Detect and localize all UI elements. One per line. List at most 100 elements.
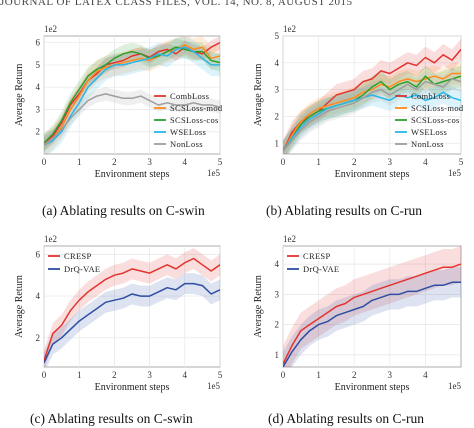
x-tick-label: 1: [77, 370, 82, 380]
series-line-nonloss: [44, 93, 220, 146]
y-tick-label: 6: [36, 249, 41, 259]
y-axis-label: Average Return: [253, 275, 264, 338]
x-tick-label: 0: [42, 157, 47, 167]
legend-label: CombLoss: [411, 91, 450, 101]
series-band-combloss: [283, 38, 461, 154]
y-tick-label: 4: [275, 259, 280, 269]
y-tick-label: 6: [36, 38, 41, 48]
y-tick-label: 4: [36, 291, 41, 301]
legend-label: SCSLoss-mod: [170, 103, 223, 113]
series-group: [44, 248, 220, 367]
x-tick-label: 4: [183, 157, 188, 167]
series-band-drq-vae: [44, 273, 220, 367]
y-axis-label: Average Return: [253, 64, 264, 127]
x-axis-label: Environment steps: [335, 382, 410, 393]
y-multiplier: 1e2: [283, 234, 296, 244]
legend-label: SCSLoss-cos: [411, 115, 460, 125]
series-line-drq-vae: [283, 281, 461, 367]
legend-label: WSELoss: [411, 127, 447, 137]
x-tick-label: 2: [352, 157, 357, 167]
legend: CombLoss SCSLoss-mod SCSLoss-cos WSELoss Non…: [154, 91, 223, 149]
x-tick-label: 3: [388, 370, 393, 380]
y-multiplier: 1e2: [44, 24, 57, 34]
series-group: [283, 38, 461, 154]
x-tick-label: 0: [281, 157, 286, 167]
x-tick-label: 1: [316, 370, 321, 380]
x-axis-label: Environment steps: [95, 382, 170, 393]
x-tick-label: 3: [388, 157, 393, 167]
x-tick-label: 2: [352, 370, 357, 380]
series-line-nonloss: [283, 78, 461, 152]
plot-area: [282, 245, 462, 368]
x-multiplier: 1e5: [448, 381, 461, 391]
x-tick-label: 3: [147, 370, 152, 380]
legend-label: NonLoss: [170, 139, 203, 149]
series-band-wseloss: [283, 81, 461, 154]
x-tick-label: 4: [423, 370, 428, 380]
series-band-nonloss: [44, 87, 220, 152]
legend-label: DrQ-VAE: [64, 264, 100, 274]
y-tick-label: 2: [36, 333, 41, 343]
series-line-wseloss: [283, 91, 461, 152]
x-multiplier: 1e5: [207, 168, 220, 178]
y-tick-label: 3: [275, 85, 280, 95]
x-tick-label: 3: [147, 157, 152, 167]
legend-label: CRESP: [303, 251, 331, 261]
x-multiplier: 1e5: [207, 381, 220, 391]
x-axis-label: Environment steps: [95, 169, 170, 180]
figure-caption: (b) Ablating results on C-run: [266, 203, 422, 218]
series-line-wseloss: [44, 46, 220, 146]
series-line-scsloss-cos: [283, 75, 461, 152]
y-tick-label: 3: [36, 104, 41, 114]
series-line-cresp: [283, 263, 461, 365]
y-tick-label: 1: [275, 350, 280, 360]
x-tick-label: 5: [218, 157, 223, 167]
x-axis-label: Environment steps: [335, 169, 410, 180]
page-header: JOURNAL OF LATEX CLASS FILES, VOL. 14, N…: [0, 0, 353, 8]
series-group: [44, 36, 220, 154]
series-band-scsloss-mod: [283, 62, 461, 154]
y-axis-label: Average Return: [14, 275, 25, 338]
legend: CombLoss SCSLoss-mod SCSLoss-cos WSELoss Non…: [395, 91, 464, 149]
y-tick-label: 2: [36, 127, 41, 137]
x-tick-label: 4: [423, 157, 428, 167]
figure-caption: (c) Ablating results on C-swin: [30, 411, 193, 426]
legend-label: WSELoss: [170, 127, 206, 137]
y-tick-label: 2: [275, 320, 280, 330]
x-tick-label: 2: [112, 370, 117, 380]
x-tick-label: 2: [112, 157, 117, 167]
legend-label: DrQ-VAE: [303, 264, 339, 274]
figure-caption: (d) Ablating results on C-run: [268, 411, 424, 426]
legend-label: CRESP: [64, 251, 92, 261]
x-tick-label: 1: [316, 157, 321, 167]
series-line-cresp: [44, 257, 220, 361]
legend-label: NonLoss: [411, 139, 444, 149]
y-tick-label: 2: [275, 111, 280, 121]
legend-label: SCSLoss-mod: [411, 103, 464, 113]
legend: CRESP DrQ-VAE: [48, 251, 100, 274]
y-multiplier: 1e2: [283, 24, 296, 34]
legend: CRESP DrQ-VAE: [287, 251, 339, 274]
series-line-scsloss-mod: [283, 72, 461, 152]
y-tick-label: 5: [275, 31, 280, 41]
x-tick-label: 5: [459, 157, 464, 167]
y-axis-label: Average Return: [14, 64, 25, 127]
y-multiplier: 1e2: [44, 234, 57, 244]
x-tick-label: 0: [281, 370, 286, 380]
x-multiplier: 1e5: [448, 168, 461, 178]
x-tick-label: 0: [42, 370, 47, 380]
series-band-cresp: [44, 248, 220, 367]
y-tick-label: 3: [275, 289, 280, 299]
legend-label: SCSLoss-cos: [170, 115, 219, 125]
series-line-scsloss-mod: [44, 44, 220, 146]
series-line-drq-vae: [44, 282, 220, 364]
series-group: [283, 246, 461, 367]
x-tick-label: 1: [77, 157, 82, 167]
y-tick-label: 5: [36, 60, 41, 70]
x-tick-label: 5: [218, 370, 223, 380]
